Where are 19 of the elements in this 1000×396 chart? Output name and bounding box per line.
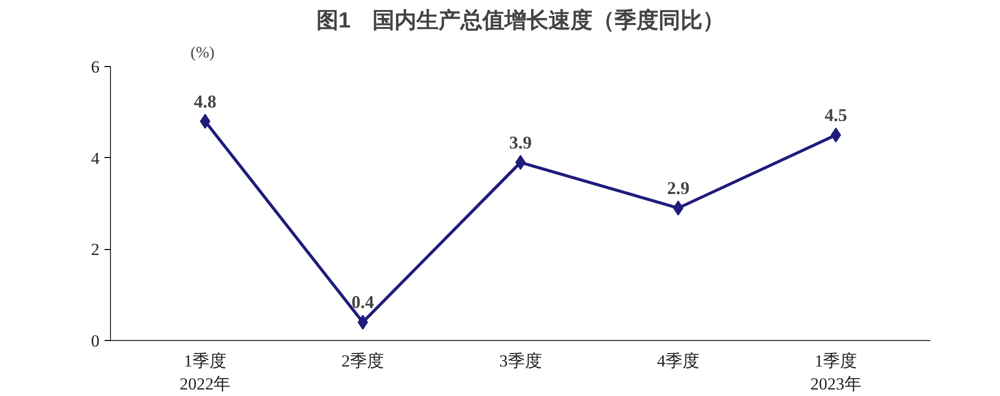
data-label: 3.9 — [509, 132, 532, 152]
x-tick-label: 1季度 2022年 — [180, 352, 231, 394]
y-tick-label: 2 — [91, 240, 100, 260]
data-label: 2.9 — [666, 178, 690, 198]
y-axis-title: (%) — [190, 44, 214, 62]
y-tick-label: 0 — [91, 332, 100, 350]
data-label: 4.5 — [824, 105, 848, 125]
point — [200, 114, 210, 129]
point — [515, 154, 526, 170]
y-tick-label: 6 — [91, 58, 100, 76]
y-tick-label: 4 — [91, 148, 100, 168]
x-tick-label: 3季度 — [499, 352, 542, 370]
x-tick-label: 1季度 2023年 — [810, 352, 862, 394]
data-label: 0.4 — [352, 292, 374, 312]
x-tick-label: 2季度 — [342, 352, 384, 370]
point — [830, 128, 842, 142]
chart-title: 图1 国内生产总值增长速度（季度同比） — [316, 8, 725, 32]
x-tick-label: 4季度 — [656, 352, 700, 370]
data-label: 4.8 — [194, 91, 216, 112]
